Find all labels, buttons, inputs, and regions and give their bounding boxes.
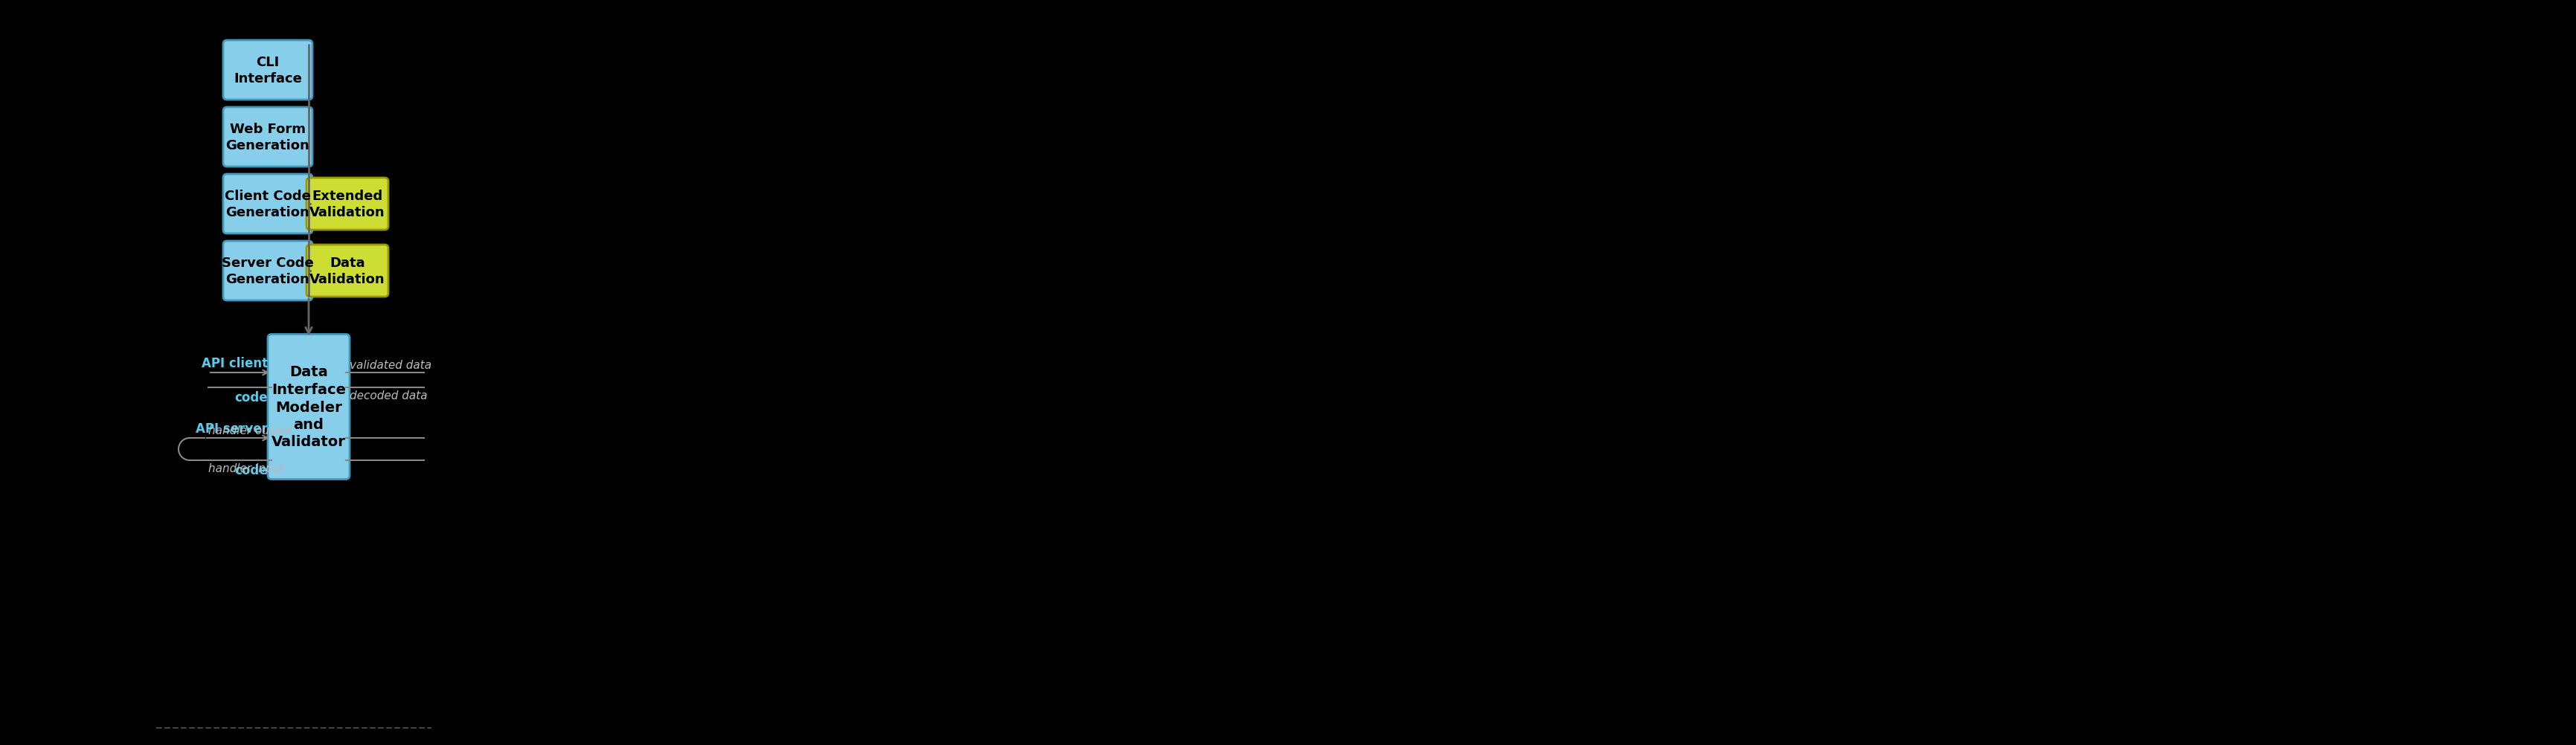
FancyBboxPatch shape	[224, 108, 312, 167]
Text: handler output: handler output	[209, 425, 294, 436]
Text: CLI
Interface: CLI Interface	[234, 56, 301, 86]
FancyBboxPatch shape	[224, 174, 312, 234]
FancyBboxPatch shape	[307, 245, 389, 297]
FancyBboxPatch shape	[224, 241, 312, 301]
Text: code: code	[234, 463, 268, 477]
Text: Data
Interface
Modeler
and
Validator: Data Interface Modeler and Validator	[270, 365, 345, 449]
Text: Client Code
Generation: Client Code Generation	[224, 189, 312, 219]
Text: Server Code
Generation: Server Code Generation	[222, 256, 314, 286]
Text: Extended
Validation: Extended Validation	[309, 189, 386, 219]
FancyBboxPatch shape	[307, 178, 389, 230]
Text: handler input: handler input	[209, 463, 283, 474]
Text: validated data: validated data	[350, 360, 433, 371]
Text: API client: API client	[201, 357, 268, 370]
FancyBboxPatch shape	[268, 335, 350, 480]
Text: Web Form
Generation: Web Form Generation	[227, 122, 309, 152]
FancyBboxPatch shape	[224, 41, 312, 101]
Text: decoded data: decoded data	[350, 390, 428, 401]
Text: API server: API server	[196, 422, 268, 435]
Text: code: code	[234, 390, 268, 404]
Text: Data
Validation: Data Validation	[309, 256, 386, 286]
